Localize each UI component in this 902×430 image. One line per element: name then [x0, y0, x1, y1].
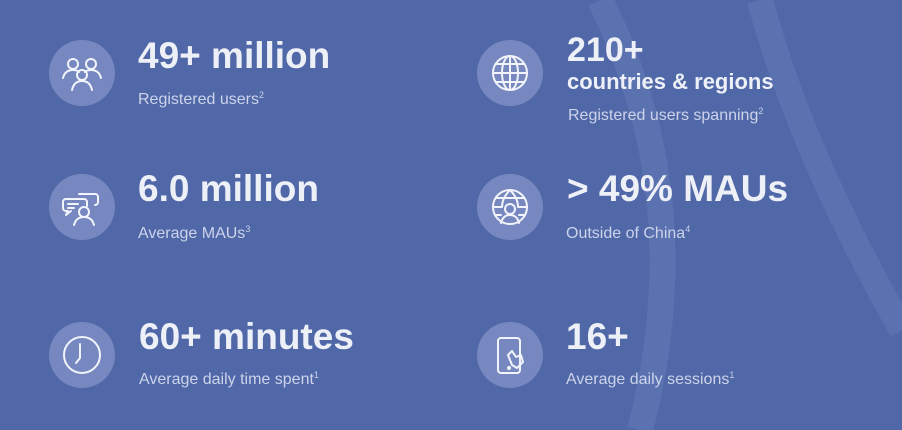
stat-label: Average daily time spent1	[139, 370, 319, 388]
stat-label: Outside of China4	[566, 224, 691, 242]
stat-value-line2: countries & regions	[567, 69, 774, 94]
stat-value: 210+	[567, 31, 644, 69]
stat-value: 60+ minutes	[139, 316, 354, 357]
stat-value: > 49% MAUs	[567, 168, 789, 209]
stat-label: Average MAUs3	[138, 224, 251, 242]
clock-icon	[49, 322, 115, 388]
stat-value: 6.0 million	[138, 168, 319, 209]
phone-tap-icon	[477, 322, 543, 388]
stat-value: 16+	[566, 316, 629, 357]
stat-label: Registered users2	[138, 90, 264, 108]
globe-icon	[477, 40, 543, 106]
globe-user-icon	[477, 174, 543, 240]
stat-label: Average daily sessions1	[566, 370, 735, 388]
stat-label: Registered users spanning2	[568, 106, 764, 124]
chat-user-icon	[49, 174, 115, 240]
users-group-icon	[49, 40, 115, 106]
stat-value: 49+ million	[138, 35, 331, 76]
